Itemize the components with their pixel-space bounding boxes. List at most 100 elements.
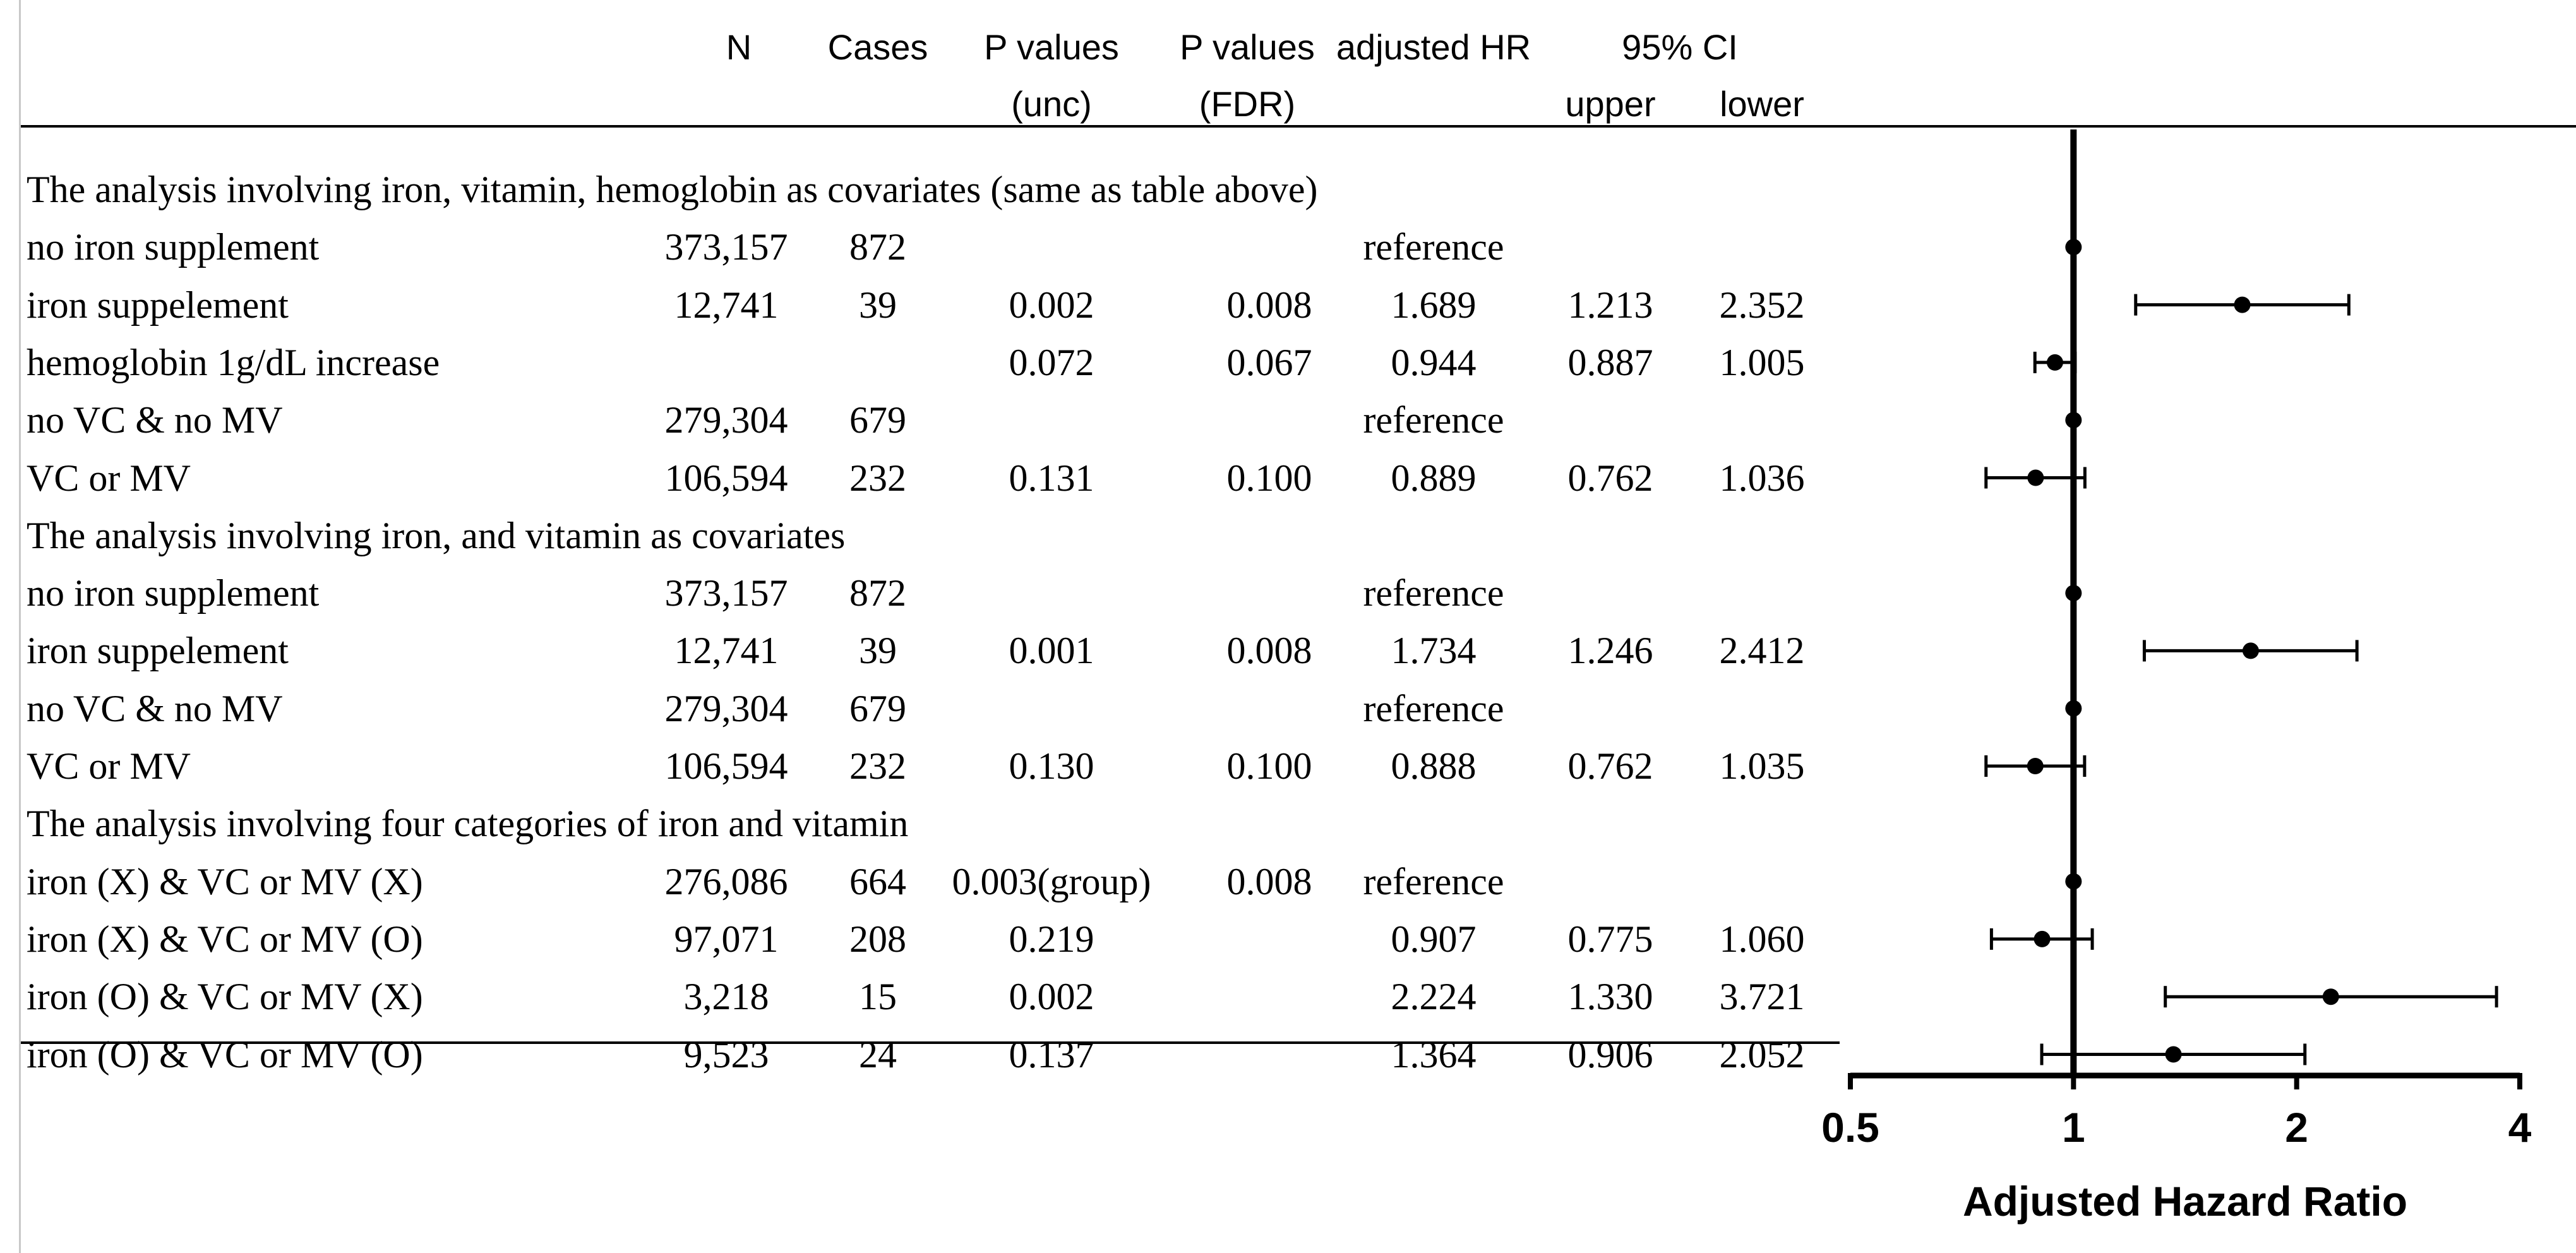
x-axis-title: Adjusted Hazard Ratio: [1963, 1178, 2407, 1225]
cell-upper: 1.213: [1567, 284, 1653, 326]
cell-p-unc: 0.137: [1009, 1033, 1094, 1076]
header-n: N: [726, 27, 752, 67]
cell-label: VC or MV: [27, 457, 191, 499]
cell-label: iron (O) & VC or MV (O): [27, 1033, 423, 1076]
header-p-fdr-sub: (FDR): [1199, 84, 1296, 124]
cell-label: iron (O) & VC or MV (X): [27, 976, 423, 1018]
cell-lower: 2.352: [1719, 284, 1805, 326]
hr-point: [2027, 469, 2044, 486]
hr-point: [2065, 585, 2082, 602]
header-lower: lower: [1720, 84, 1804, 124]
cell-hr: reference: [1363, 226, 1504, 268]
cell-hr: 0.907: [1391, 918, 1477, 960]
cell-p-fdr: 0.008: [1226, 284, 1312, 326]
hr-point: [2065, 700, 2082, 717]
x-tick-label: 2: [2285, 1104, 2308, 1151]
header-p-unc-sub: (unc): [1011, 84, 1092, 124]
hr-point: [2065, 239, 2082, 256]
cell-label: iron suppelement: [27, 630, 289, 672]
cell-cases: 232: [849, 745, 906, 787]
cell-cases: 872: [849, 226, 906, 268]
header-rule: [21, 125, 2576, 128]
cell-hr: 1.689: [1391, 284, 1477, 326]
cell-p-unc: 0.131: [1009, 457, 1094, 499]
hr-point: [2065, 873, 2082, 890]
cell-cases: 232: [849, 457, 906, 499]
cell-label: hemoglobin 1g/dL increase: [27, 341, 440, 383]
cell-p-fdr: 0.100: [1226, 745, 1312, 787]
cell-hr: 1.364: [1391, 1033, 1477, 1076]
cell-hr: reference: [1363, 399, 1504, 441]
header-cases: Cases: [827, 27, 928, 67]
cell-hr: reference: [1363, 687, 1504, 729]
cell-cases: 679: [849, 399, 906, 441]
cell-p-unc: 0.072: [1009, 341, 1094, 383]
cell-label: no VC & no MV: [27, 399, 283, 441]
cell-cases: 39: [859, 284, 897, 326]
cell-p-fdr: 0.008: [1226, 860, 1312, 902]
hr-point: [2242, 642, 2259, 659]
hr-point: [2165, 1046, 2182, 1063]
cell-cases: 39: [859, 630, 897, 672]
cell-cases: 872: [849, 572, 906, 615]
cell-p-unc: 0.219: [1009, 918, 1094, 960]
cell-lower: 3.721: [1719, 976, 1805, 1018]
cell-upper: 1.246: [1567, 630, 1653, 672]
cell-n: 9,523: [683, 1033, 769, 1076]
cell-n: 106,594: [664, 457, 788, 499]
table-bottom-rule: [21, 1041, 1840, 1044]
cell-p-fdr: 0.100: [1226, 457, 1312, 499]
cell-label: no iron supplement: [27, 226, 320, 268]
cell-hr: 1.734: [1391, 630, 1477, 672]
cell-n: 276,086: [664, 860, 788, 902]
cell-lower: 1.060: [1719, 918, 1805, 960]
cell-p-unc: 0.001: [1009, 630, 1094, 672]
cell-hr: 0.889: [1391, 457, 1477, 499]
cell-lower: 1.035: [1719, 745, 1805, 787]
header-upper: upper: [1565, 84, 1656, 124]
cell-label: iron (X) & VC or MV (O): [27, 918, 423, 960]
section-heading: The analysis involving four categories o…: [27, 803, 909, 845]
hr-point: [2046, 354, 2063, 371]
section-heading: The analysis involving iron, and vitamin…: [27, 514, 846, 556]
cell-upper: 0.762: [1567, 745, 1653, 787]
cell-upper: 0.887: [1567, 341, 1653, 383]
header-95-ci: 95% CI: [1622, 27, 1738, 67]
cell-n: 97,071: [674, 918, 779, 960]
cell-n: 279,304: [664, 399, 788, 441]
hr-point: [2322, 988, 2339, 1005]
header-p-unc: P values: [984, 27, 1119, 67]
cell-hr: 2.224: [1391, 976, 1477, 1018]
cell-label: VC or MV: [27, 745, 191, 787]
cell-p-unc: 0.130: [1009, 745, 1094, 787]
cell-lower: 2.412: [1719, 630, 1805, 672]
header-p-fdr: P values: [1180, 27, 1315, 67]
hr-point: [2034, 930, 2051, 947]
cell-label: no VC & no MV: [27, 687, 283, 729]
cell-hr: 0.944: [1391, 341, 1477, 383]
cell-cases: 15: [859, 976, 897, 1018]
x-tick-label: 4: [2508, 1104, 2532, 1151]
cell-n: 3,218: [683, 976, 769, 1018]
x-tick-label: 1: [2062, 1104, 2085, 1151]
cell-p-unc: 0.003(group): [952, 860, 1151, 902]
cell-label: iron (X) & VC or MV (X): [27, 860, 423, 902]
cell-p-unc: 0.002: [1009, 976, 1094, 1018]
x-tick-label: 0.5: [1821, 1104, 1879, 1151]
cell-p-fdr: 0.067: [1226, 341, 1312, 383]
cell-n: 373,157: [664, 572, 788, 615]
cell-lower: 1.036: [1719, 457, 1805, 499]
cell-cases: 208: [849, 918, 906, 960]
cell-upper: 0.906: [1567, 1033, 1653, 1076]
left-border: [19, 0, 21, 1253]
cell-hr: 0.888: [1391, 745, 1477, 787]
cell-label: no iron supplement: [27, 572, 320, 615]
cell-n: 12,741: [674, 284, 779, 326]
hr-point: [2027, 758, 2044, 774]
header-adjusted-hr: adjusted HR: [1336, 27, 1531, 67]
hr-point: [2065, 412, 2082, 429]
cell-n: 12,741: [674, 630, 779, 672]
cell-upper: 0.775: [1567, 918, 1653, 960]
